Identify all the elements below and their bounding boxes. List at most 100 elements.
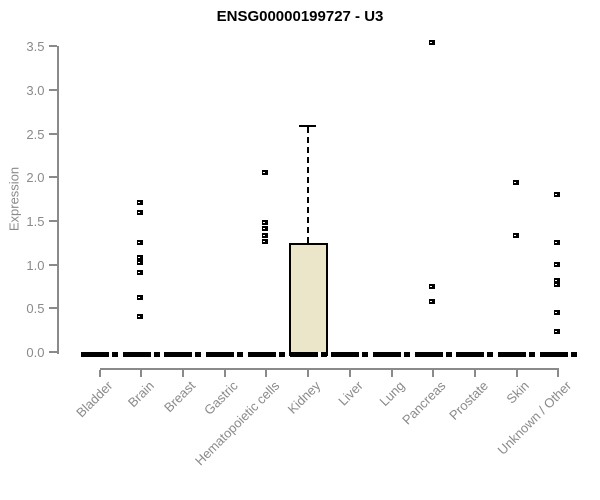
- outlier-point: [554, 282, 561, 288]
- x-tick-label: Unknown / Other: [494, 378, 575, 458]
- outlier-point-center: [138, 242, 141, 244]
- median-bar-notch: [109, 352, 112, 357]
- y-tick-mark: [48, 351, 57, 353]
- x-tick-mark: [265, 369, 268, 377]
- outlier-point-center: [138, 257, 141, 259]
- outlier-point: [554, 192, 561, 198]
- y-tick-mark: [48, 89, 57, 92]
- outlier-point: [137, 209, 144, 215]
- outlier-point: [554, 240, 561, 246]
- outlier-point-center: [555, 279, 558, 281]
- outlier-point-center: [555, 312, 558, 314]
- y-tick-mark: [48, 132, 57, 135]
- x-tick-label: Lung: [376, 378, 408, 410]
- y-tick-mark: [48, 45, 57, 48]
- outlier-point-center: [138, 261, 141, 263]
- median-bar-notch: [192, 352, 196, 357]
- outlier-point-center: [555, 284, 558, 286]
- outlier-point: [137, 270, 144, 276]
- y-tick-mark: [48, 176, 57, 179]
- y-tick-mark: [48, 263, 57, 266]
- median-bar: [456, 352, 494, 357]
- y-tick-label: 3.5: [26, 39, 45, 55]
- y-tick-label: 3.0: [26, 83, 45, 99]
- median-bar-notch: [359, 352, 363, 357]
- outlier-point: [137, 240, 144, 246]
- median-bar-notch: [317, 352, 321, 357]
- x-tick-label: Gastric: [200, 378, 241, 418]
- y-tick-mark: [48, 220, 57, 223]
- outlier-point: [554, 310, 561, 316]
- median-bar: [539, 352, 577, 357]
- outlier-point-center: [138, 211, 141, 213]
- outlier-point: [137, 259, 144, 265]
- y-tick-label: 2.0: [26, 170, 45, 186]
- median-bar: [373, 352, 411, 357]
- median-bar-notch: [442, 352, 446, 357]
- outlier-point: [554, 277, 561, 283]
- median-bar-notch: [401, 352, 405, 357]
- x-tick-label: Brain: [124, 378, 157, 411]
- outlier-point: [429, 298, 436, 304]
- outlier-point: [429, 39, 436, 45]
- y-tick-label: 1.0: [26, 257, 45, 273]
- outlier-point: [554, 329, 561, 335]
- median-bar-notch: [150, 352, 154, 357]
- outlier-point: [429, 284, 436, 290]
- y-tick-label: 0.0: [26, 345, 45, 360]
- median-bar: [81, 352, 118, 357]
- median-bar: [414, 352, 452, 357]
- y-axis-line: [56, 46, 59, 354]
- outlier-point: [512, 180, 519, 186]
- y-tick-mark: [48, 307, 57, 310]
- outlier-point-center: [430, 41, 433, 43]
- x-tick-mark: [307, 369, 310, 377]
- median-bar-notch: [275, 352, 279, 357]
- median-bar: [206, 352, 244, 357]
- x-tick-label: Kidney: [285, 378, 324, 417]
- outlier-point-center: [138, 202, 141, 204]
- median-bar-notch: [526, 352, 530, 357]
- outlier-point: [137, 295, 144, 301]
- outlier-point: [262, 169, 269, 175]
- median-bar-notch: [567, 352, 571, 357]
- x-tick-label: Liver: [334, 378, 366, 409]
- median-bar: [247, 352, 285, 357]
- outlier-point-center: [555, 242, 558, 244]
- x-tick-mark: [515, 369, 518, 377]
- outlier-point-center: [138, 315, 141, 317]
- outlier-point-center: [138, 297, 141, 299]
- outlier-point: [137, 255, 144, 261]
- x-tick-mark: [98, 369, 101, 377]
- x-axis-line: [99, 367, 560, 370]
- median-bar: [289, 352, 327, 357]
- median-bar-notch: [234, 352, 238, 357]
- outlier-point-center: [555, 264, 558, 266]
- whisker-upper: [307, 127, 310, 243]
- y-tick-label: 0.5: [26, 301, 45, 317]
- chart-title: ENSG00000199727 - U3: [216, 8, 384, 25]
- median-bar: [164, 352, 202, 357]
- outlier-point-center: [263, 228, 266, 230]
- outlier-point-center: [555, 331, 558, 333]
- x-tick-mark: [181, 369, 184, 377]
- outlier-point: [512, 233, 519, 239]
- x-tick-label: Prostate: [445, 378, 491, 423]
- x-tick-label: Breast: [161, 378, 199, 416]
- x-tick-label: Skin: [503, 378, 533, 407]
- outlier-point: [262, 220, 269, 226]
- outlier-point: [137, 200, 144, 206]
- outlier-point: [262, 238, 269, 244]
- x-tick-mark: [390, 369, 393, 377]
- y-tick-label: 2.5: [26, 126, 45, 142]
- outlier-point-center: [430, 300, 433, 302]
- outlier-point-center: [263, 240, 266, 242]
- x-tick-mark: [473, 369, 476, 377]
- median-bar-notch: [484, 352, 488, 357]
- outlier-point: [137, 313, 144, 319]
- x-tick-mark: [223, 369, 226, 377]
- y-tick-label: 1.5: [26, 214, 45, 230]
- median-bar: [498, 352, 536, 357]
- x-tick-mark: [348, 369, 351, 377]
